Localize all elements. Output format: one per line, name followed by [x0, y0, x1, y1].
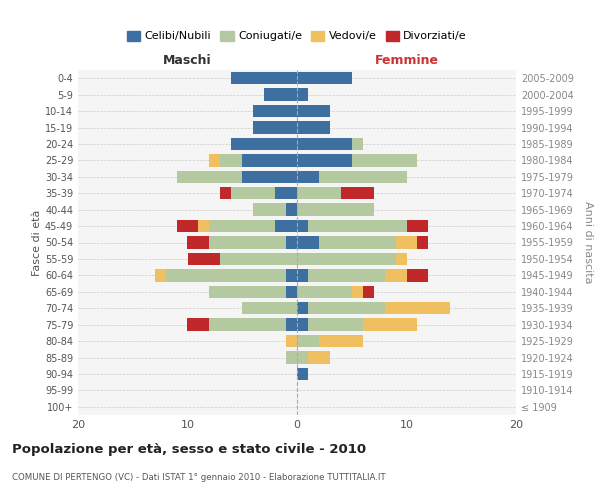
Legend: Celibi/Nubili, Coniugati/e, Vedovi/e, Divorziati/e: Celibi/Nubili, Coniugati/e, Vedovi/e, Di… — [124, 28, 470, 44]
Y-axis label: Fasce di età: Fasce di età — [32, 210, 42, 276]
Bar — [232, 138, 297, 150]
Bar — [297, 368, 308, 380]
Bar — [407, 220, 428, 232]
Bar — [297, 302, 308, 314]
Y-axis label: Anni di nascita: Anni di nascita — [583, 201, 593, 284]
Bar — [362, 286, 374, 298]
Bar — [308, 220, 407, 232]
Bar — [297, 253, 395, 265]
Bar — [232, 72, 297, 85]
Bar — [297, 88, 308, 101]
Bar — [209, 286, 286, 298]
Bar — [319, 236, 395, 248]
Bar — [220, 154, 242, 166]
Bar — [319, 335, 362, 347]
Bar — [297, 269, 308, 281]
Bar — [286, 236, 297, 248]
Bar — [253, 122, 297, 134]
Bar — [209, 220, 275, 232]
Bar — [242, 170, 297, 183]
Bar — [220, 253, 297, 265]
Bar — [275, 187, 297, 200]
Bar — [297, 352, 308, 364]
Bar — [264, 88, 297, 101]
Bar — [253, 204, 286, 216]
Bar — [286, 318, 297, 331]
Bar — [319, 170, 407, 183]
Bar — [297, 138, 352, 150]
Bar — [199, 220, 209, 232]
Bar — [286, 286, 297, 298]
Bar — [308, 302, 385, 314]
Text: Maschi: Maschi — [163, 54, 212, 66]
Bar — [242, 302, 297, 314]
Bar — [242, 154, 297, 166]
Bar — [297, 318, 308, 331]
Bar — [166, 269, 286, 281]
Bar — [209, 154, 220, 166]
Bar — [297, 335, 319, 347]
Bar — [418, 236, 428, 248]
Bar — [286, 269, 297, 281]
Bar — [286, 335, 297, 347]
Text: Popolazione per età, sesso e stato civile - 2010: Popolazione per età, sesso e stato civil… — [12, 442, 366, 456]
Text: COMUNE DI PERTENGO (VC) - Dati ISTAT 1° gennaio 2010 - Elaborazione TUTTITALIA.I: COMUNE DI PERTENGO (VC) - Dati ISTAT 1° … — [12, 472, 386, 482]
Bar — [352, 286, 362, 298]
Bar — [395, 253, 407, 265]
Bar — [297, 154, 352, 166]
Bar — [362, 318, 418, 331]
Bar — [176, 220, 199, 232]
Bar — [187, 318, 209, 331]
Bar — [341, 187, 374, 200]
Bar — [352, 154, 418, 166]
Bar — [155, 269, 166, 281]
Bar — [407, 269, 428, 281]
Bar — [232, 187, 275, 200]
Bar — [308, 352, 330, 364]
Bar — [385, 302, 450, 314]
Bar — [297, 122, 330, 134]
Bar — [297, 170, 319, 183]
Bar — [297, 105, 330, 117]
Bar — [395, 236, 418, 248]
Bar — [308, 269, 385, 281]
Bar — [187, 253, 220, 265]
Bar — [297, 286, 352, 298]
Bar — [286, 204, 297, 216]
Bar — [297, 204, 374, 216]
Bar — [187, 236, 209, 248]
Bar — [297, 187, 341, 200]
Bar — [297, 72, 352, 85]
Bar — [253, 105, 297, 117]
Text: Femmine: Femmine — [374, 54, 439, 66]
Bar — [297, 236, 319, 248]
Bar — [308, 318, 362, 331]
Bar — [297, 220, 308, 232]
Bar — [286, 352, 297, 364]
Bar — [385, 269, 407, 281]
Bar — [275, 220, 297, 232]
Bar — [209, 236, 286, 248]
Bar — [209, 318, 286, 331]
Bar — [352, 138, 362, 150]
Bar — [220, 187, 232, 200]
Bar — [176, 170, 242, 183]
